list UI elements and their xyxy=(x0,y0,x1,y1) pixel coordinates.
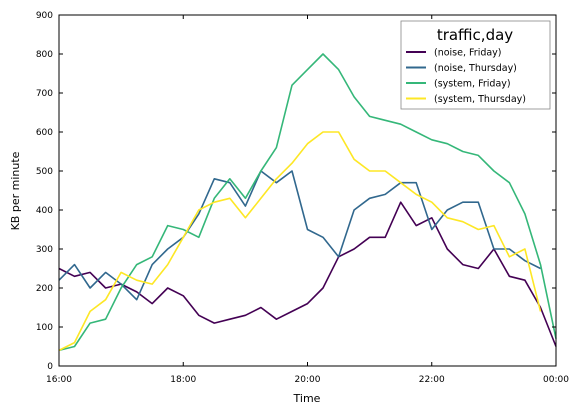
y-tick-label: 600 xyxy=(36,128,53,138)
x-tick-label: 22:00 xyxy=(419,375,445,385)
ticks-layer: 0 100 200 300 400 500 600 700 800 900 16:00 18:00 20… xyxy=(36,11,569,385)
legend-label: (noise, Thursday) xyxy=(434,63,517,74)
legend: traffic,day (noise, Friday) (noise, Thurs… xyxy=(400,20,551,110)
x-tick-label: 16:00 xyxy=(46,375,72,385)
legend-title: traffic,day xyxy=(437,26,513,44)
series-line-1 xyxy=(58,201,557,347)
y-tick-label: 800 xyxy=(36,50,53,60)
series-line-4 xyxy=(58,131,542,352)
series-line-2 xyxy=(58,170,541,301)
x-axis-label: Time xyxy=(293,392,321,405)
x-tick-label: 00:00 xyxy=(543,375,569,385)
x-tick-label: 18:00 xyxy=(170,375,196,385)
y-tick-label: 400 xyxy=(36,206,53,216)
legend-label: (system, Friday) xyxy=(434,79,511,90)
series-line-3 xyxy=(58,53,557,352)
y-tick-label: 200 xyxy=(36,284,53,294)
series-layer xyxy=(58,53,557,352)
y-axis-label: KB per minute xyxy=(9,151,22,230)
x-tick-label: 20:00 xyxy=(295,375,321,385)
legend-label: (system, Thursday) xyxy=(434,94,526,105)
y-tick-label: 700 xyxy=(36,89,53,99)
y-tick-label: 0 xyxy=(47,362,53,372)
y-tick-label: 100 xyxy=(36,323,53,333)
legend-entries: (noise, Friday) (noise, Thursday) (system,… xyxy=(406,48,526,105)
legend-box xyxy=(400,20,551,110)
legend-label: (noise, Friday) xyxy=(434,48,502,59)
y-tick-label: 300 xyxy=(36,245,53,255)
y-tick-label: 500 xyxy=(36,167,53,177)
y-tick-label: 900 xyxy=(36,11,53,21)
